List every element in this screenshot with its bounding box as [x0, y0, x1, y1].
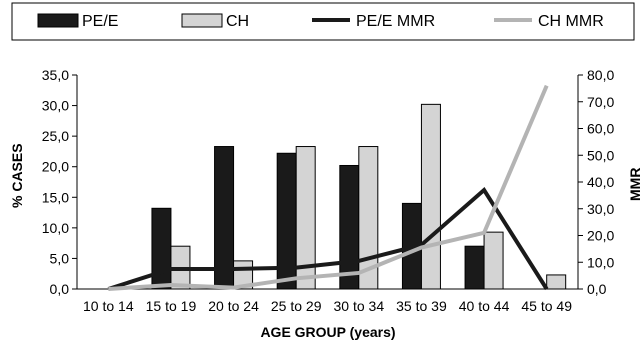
- x-tick-label: 15 to 19: [146, 298, 197, 314]
- line-ch-mmr: [108, 84, 549, 291]
- bar-ch: [295, 146, 316, 290]
- legend-item-pee-mmr: PE/E MMR: [312, 13, 435, 30]
- y-tick-label: 20,0: [42, 159, 69, 175]
- bar-ch: [546, 274, 567, 290]
- x-tick-label: 30 to 34: [334, 298, 385, 314]
- x-tick-label: 45 to 49: [521, 298, 572, 314]
- legend-item-pee: PE/E: [37, 13, 118, 30]
- y-tick-label: 30,0: [42, 98, 69, 114]
- y2-tick-label: 60,0: [587, 121, 614, 137]
- x-axis-ticks: 10 to 14 15 to 19 20 to 24 25 to 29 30 to 34…: [83, 298, 572, 314]
- legend-item-ch-mmr: CH MMR: [494, 13, 604, 30]
- x-tick-label: 35 to 39: [396, 298, 447, 314]
- y-tick-label: 5,0: [50, 250, 70, 266]
- bar-pe-e: [151, 207, 172, 290]
- legend-label-ch: CH: [226, 13, 249, 30]
- legend-swatch-pee: [37, 13, 79, 28]
- y2-tick-label: 70,0: [587, 94, 614, 110]
- y2-tick-label: 30,0: [587, 201, 614, 217]
- bar-ch: [483, 231, 504, 290]
- bar-pe-e: [339, 164, 360, 290]
- y-axis-title: % CASES: [9, 143, 25, 208]
- y2-tick-label: 0,0: [587, 281, 607, 297]
- y-tick-label: 25,0: [42, 128, 69, 144]
- legend: PE/E CH PE/E MMR CH MMR: [37, 13, 604, 30]
- x-tick-label: 10 to 14: [83, 298, 134, 314]
- legend-swatch-ch: [181, 13, 223, 28]
- line-pe-e-mmr: [107, 186, 549, 291]
- y2-tick-label: 80,0: [587, 67, 614, 83]
- legend-label-pee: PE/E: [82, 13, 118, 30]
- y2-tick-label: 40,0: [587, 174, 614, 190]
- y-tick-label: 10,0: [42, 220, 69, 236]
- y2-tick-label: 20,0: [587, 228, 614, 244]
- legend-label-pee-mmr: PE/E MMR: [356, 13, 435, 30]
- y2-tick-label: 50,0: [587, 147, 614, 163]
- bar-ch: [358, 146, 379, 290]
- x-axis-title: AGE GROUP (years): [260, 324, 395, 340]
- lines: [107, 84, 549, 291]
- y2-axis-title: MMR: [627, 168, 643, 201]
- y2-tick-label: 10,0: [587, 254, 614, 270]
- y2-axis-ticks: 0,0 10,0 20,0 30,0 40,0 50,0 60,0 70,0 80,0: [578, 67, 614, 297]
- legend-item-ch: CH: [181, 13, 249, 30]
- y-tick-label: 15,0: [42, 189, 69, 205]
- y-tick-label: 35,0: [42, 67, 69, 83]
- x-tick-label: 40 to 44: [459, 298, 510, 314]
- bar-pe-e: [464, 245, 485, 290]
- legend-label-ch-mmr: CH MMR: [538, 13, 604, 30]
- x-tick-label: 20 to 24: [208, 298, 259, 314]
- y-axis-ticks: 0,0 5,0 10,0 15,0 20,0 25,0 30,0 35,0: [42, 67, 77, 297]
- bar-ch: [420, 103, 441, 290]
- y-tick-label: 0,0: [50, 281, 70, 297]
- x-tick-label: 25 to 29: [271, 298, 322, 314]
